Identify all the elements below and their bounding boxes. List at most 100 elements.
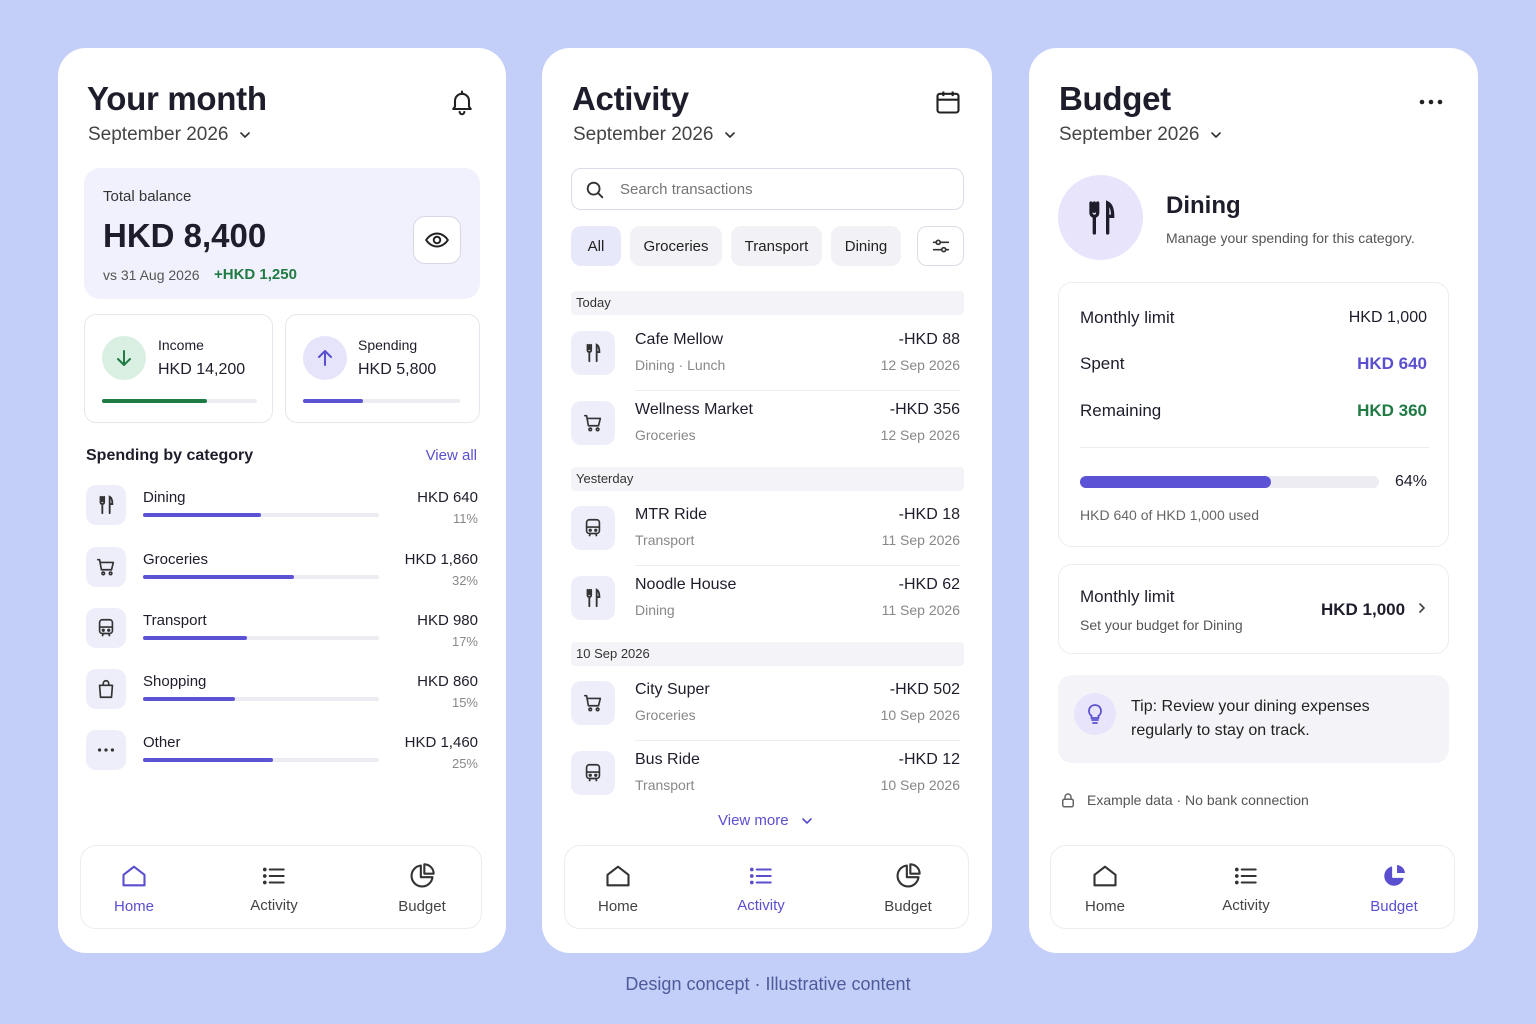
category-row[interactable]: Transport HKD 980 17% — [86, 608, 478, 658]
month-selector[interactable]: September 2026 — [573, 124, 738, 146]
chip-transport[interactable]: Transport — [731, 226, 822, 266]
chevron-down-icon — [801, 817, 812, 824]
transaction-row[interactable]: Noodle House Dining -HKD 62 11 Sep 2026 — [571, 566, 960, 636]
view-more-button[interactable]: View more — [718, 812, 815, 829]
nav-budget-label: Budget — [398, 897, 446, 915]
spending-card[interactable]: Spending HKD 5,800 — [285, 314, 480, 423]
filter-button[interactable] — [917, 226, 964, 266]
nav-home[interactable]: Home — [1055, 846, 1155, 930]
nav-home[interactable]: Home — [568, 846, 668, 930]
transaction-amount: -HKD 356 — [889, 401, 960, 418]
category-row[interactable]: Shopping HKD 860 15% — [86, 669, 478, 719]
nav-budget[interactable]: Budget — [372, 846, 472, 930]
budget-progress — [1080, 476, 1379, 488]
arrow-up-icon — [303, 336, 347, 380]
category-amount: HKD 1,460 — [404, 734, 478, 751]
income-progress-fill — [102, 399, 208, 403]
bag-icon — [86, 669, 126, 709]
transaction-row[interactable]: Cafe Mellow Dining · Lunch -HKD 88 12 Sep 2… — [571, 321, 960, 391]
nav-activity[interactable]: Activity — [224, 846, 324, 930]
nav-budget[interactable]: Budget — [1344, 846, 1444, 930]
cart-icon — [571, 401, 615, 445]
page-title: Your month — [87, 80, 267, 117]
home-icon — [606, 865, 630, 886]
category-amount: HKD 980 — [417, 612, 478, 629]
category-percent: 11% — [452, 511, 478, 526]
chevron-down-icon — [724, 132, 735, 138]
tip-card: Tip: Review your dining expenses regular… — [1058, 675, 1449, 763]
transaction-date: 12 Sep 2026 — [880, 427, 960, 443]
monthly-limit-row[interactable]: Monthly limit Set your budget for Dining… — [1058, 564, 1449, 654]
pie-chart-icon — [1382, 863, 1407, 887]
transaction-amount: -HKD 502 — [889, 681, 960, 698]
chip-dining[interactable]: Dining — [831, 226, 901, 266]
category-progress-fill — [143, 697, 236, 701]
more-options-icon[interactable] — [1417, 92, 1445, 112]
transaction-row[interactable]: MTR Ride Transport -HKD 18 11 Sep 2026 — [571, 496, 960, 566]
transaction-row[interactable]: City Super Groceries -HKD 502 10 Sep 2026 — [571, 671, 960, 741]
progress-percent: 64% — [1394, 473, 1427, 490]
lock-icon — [1062, 793, 1074, 808]
page-title: Activity — [572, 80, 689, 117]
chevron-right-icon — [1419, 603, 1425, 613]
limit-row-subtitle: Set your budget for Dining — [1080, 617, 1243, 633]
spending-amount: HKD 5,800 — [358, 361, 437, 378]
limit-row-value: HKD 1,000 — [1321, 600, 1406, 619]
balance-card: Total balance HKD 8,400 vs 31 Aug 2026 +… — [84, 168, 480, 299]
nav-activity[interactable]: Activity — [711, 846, 811, 930]
section-yesterday: Yesterday — [571, 467, 964, 491]
category-label: Other — [143, 734, 181, 751]
list-icon — [1234, 867, 1257, 884]
bell-icon[interactable] — [448, 88, 476, 116]
category-progress — [143, 636, 379, 640]
transaction-category: Groceries — [635, 707, 696, 723]
limit-label: Monthly limit — [1080, 308, 1175, 327]
pie-chart-icon — [896, 862, 921, 887]
view-all-link[interactable]: View all — [425, 447, 477, 464]
calendar-icon[interactable] — [934, 88, 962, 116]
nav-activity[interactable]: Activity — [1196, 846, 1296, 930]
month-selector[interactable]: September 2026 — [1059, 124, 1224, 146]
chip-groceries[interactable]: Groceries — [630, 226, 722, 266]
nav-home[interactable]: Home — [84, 846, 184, 930]
category-row[interactable]: Groceries HKD 1,860 32% — [86, 547, 478, 597]
category-row[interactable]: Dining HKD 640 11% — [86, 485, 478, 535]
nav-budget[interactable]: Budget — [858, 846, 958, 930]
toggle-visibility-button[interactable] — [413, 216, 461, 264]
category-progress — [143, 575, 379, 579]
month-label: September 2026 — [573, 124, 714, 145]
category-progress-fill — [143, 513, 261, 517]
bottom-nav: Home Activity Budget — [1050, 845, 1455, 929]
category-progress — [143, 697, 379, 701]
chip-all[interactable]: All — [571, 226, 621, 266]
category-title: Dining — [1166, 192, 1241, 219]
search-box[interactable] — [571, 168, 964, 210]
fork-knife-icon — [571, 576, 615, 620]
section-today: Today — [571, 291, 964, 315]
search-input[interactable] — [620, 178, 940, 200]
category-description: Manage your spending for this category. — [1166, 230, 1415, 246]
home-icon — [122, 865, 146, 886]
category-progress-fill — [143, 636, 247, 640]
nav-home-label: Home — [113, 897, 154, 915]
nav-activity-label: Activity — [737, 896, 785, 914]
month-selector[interactable]: September 2026 — [88, 124, 253, 146]
fork-knife-icon — [1058, 175, 1143, 260]
category-row[interactable]: Other HKD 1,460 25% — [86, 730, 478, 780]
transaction-row[interactable]: Bus Ride Transport -HKD 12 10 Sep 2026 — [571, 741, 960, 811]
transaction-name: Bus Ride — [635, 751, 700, 768]
spending-progress-fill — [303, 399, 363, 403]
income-card[interactable]: Income HKD 14,200 — [84, 314, 273, 423]
transaction-date: 12 Sep 2026 — [880, 357, 960, 373]
transaction-amount: -HKD 12 — [898, 751, 960, 768]
home-icon — [1093, 865, 1117, 886]
budget-screen: Budget September 2026 Dining Manage your… — [1029, 48, 1478, 953]
transaction-row[interactable]: Wellness Market Groceries -HKD 356 12 Sep 2… — [571, 391, 960, 461]
limit-row-title: Monthly limit — [1080, 587, 1175, 606]
nav-budget-label: Budget — [1370, 897, 1418, 915]
category-progress-fill — [143, 758, 273, 762]
nav-activity-label: Activity — [250, 896, 298, 914]
divider — [1080, 447, 1429, 448]
balance-delta: +HKD 1,250 — [214, 266, 297, 283]
transaction-category: Transport — [635, 532, 695, 548]
